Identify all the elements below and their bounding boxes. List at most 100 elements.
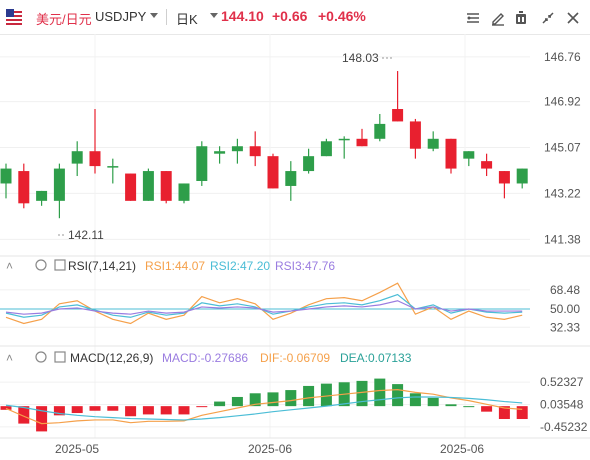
settings-icon[interactable] (35, 259, 47, 271)
macd-bar (249, 393, 261, 407)
indicator-icon[interactable] (54, 351, 66, 363)
macd-bar (303, 385, 315, 407)
timer-icon[interactable] (512, 9, 530, 27)
macd-line-dea (5, 396, 523, 421)
x-tick-label: 2025-06 (248, 442, 292, 456)
macd-bar (481, 406, 493, 412)
candle-body (196, 146, 208, 181)
macd-bar (267, 392, 279, 407)
macd-bar (160, 406, 172, 415)
price-tick-label: 141.38 (544, 232, 581, 246)
pair-chinese-name[interactable]: 美元/日元 (36, 12, 92, 27)
candle-body (267, 156, 279, 189)
rsi-header: ˄ RSI(7,14,21) RSI1:44.07 RSI2:47.20 RSI… (6, 259, 335, 273)
candle-body (320, 141, 332, 157)
macd-bar (18, 406, 30, 424)
price-axis: 146.76 146.92 145.07 143.22 141.38 (544, 50, 581, 246)
candle-body (374, 123, 386, 139)
us-flag-icon (6, 9, 22, 25)
macd-bar (516, 406, 528, 420)
divider (166, 9, 167, 25)
x-axis-labels: 2025-05 2025-06 2025-06 (55, 442, 484, 456)
macd-bar (392, 384, 404, 407)
dea-legend: DEA:0.07133 (340, 351, 412, 365)
macd-header: ˄ MACD(12,26,9) MACD:-0.27686 DIF:-0.067… (6, 351, 412, 365)
chevron-up-icon[interactable]: ˄ (6, 351, 13, 365)
macd-bar (285, 390, 297, 407)
rsi-line-rsi3 (5, 300, 523, 315)
candle-body (142, 171, 154, 201)
pair-dropdown-icon[interactable] (150, 13, 158, 18)
candle-body (231, 146, 243, 152)
rsi-axis: 68.48 50.00 32.33 (550, 283, 580, 334)
candle-body (409, 121, 421, 149)
candle-body (463, 151, 475, 159)
macd-tick-label: 0.03548 (540, 398, 584, 412)
macd-histogram[interactable] (0, 378, 528, 432)
macd-bar (178, 406, 190, 415)
macd-bar (445, 404, 457, 407)
indicator-toggle-icon[interactable] (464, 9, 482, 27)
macd-bar (409, 393, 421, 407)
draw-icon[interactable] (489, 9, 507, 27)
macd-bar (71, 406, 83, 414)
macd-bar (125, 406, 137, 417)
macd-bar (36, 406, 48, 432)
price-tick-label: 146.92 (544, 95, 581, 109)
price-tick-label: 146.76 (544, 50, 581, 64)
candle-body (427, 138, 439, 149)
macd-bar (89, 406, 101, 411)
candle-body (107, 166, 119, 168)
dif-legend: DIF:-0.06709 (260, 351, 330, 365)
candle-body (516, 168, 528, 184)
rsi1-legend: RSI1:44.07 (145, 259, 205, 273)
candlestick-series[interactable] (0, 71, 528, 219)
rsi2-legend: RSI2:47.20 (210, 259, 270, 273)
timeframe-dropdown-icon[interactable] (210, 13, 218, 18)
candle-body (338, 138, 350, 141)
timeframe-selector[interactable]: 日K (176, 12, 198, 27)
x-tick-label: 2025-05 (55, 442, 99, 456)
candle-body (71, 151, 83, 164)
rsi-series[interactable] (5, 282, 523, 325)
chart-area[interactable]: 146.76 146.92 145.07 143.22 141.38 148.03 14… (0, 34, 590, 460)
high-annotation: 148.03 (342, 51, 379, 65)
macd-bar (320, 383, 332, 407)
macd-lines[interactable] (5, 389, 523, 425)
candle-body (53, 168, 65, 201)
macd-legend: MACD:-0.27686 (162, 351, 248, 365)
candle-body (481, 161, 493, 169)
settings-icon[interactable] (35, 351, 47, 363)
candle-body (392, 109, 404, 122)
close-icon[interactable] (564, 9, 582, 27)
macd-bar (231, 396, 243, 407)
candle-body (445, 138, 457, 169)
candle-body (89, 151, 101, 167)
price-tick-label: 145.07 (544, 140, 581, 154)
candle-body (160, 171, 172, 201)
rsi-line-rsi2 (5, 293, 523, 318)
collapse-icon[interactable] (539, 9, 557, 27)
macd-bar (53, 406, 65, 416)
macd-bar (463, 406, 475, 408)
rsi3-legend: RSI3:47.76 (275, 259, 335, 273)
macd-bar (427, 397, 439, 407)
candle-body (249, 146, 261, 157)
macd-tick-label: -0.45232 (540, 420, 588, 434)
macd-bar (107, 406, 119, 411)
pair-code[interactable]: USDJPY (95, 9, 147, 24)
candle-body (178, 183, 190, 201)
candle-body (125, 173, 137, 201)
rsi-tick-label: 32.33 (550, 320, 580, 334)
candle-body (0, 168, 12, 184)
macd-bar (498, 406, 510, 420)
candle-body (214, 151, 226, 154)
candle-body (356, 138, 368, 147)
indicator-icon[interactable] (54, 259, 66, 271)
candle-body (36, 190, 48, 201)
header-bar: 美元/日元 USDJPY 日K 144.10 +0.66 +0.46% (0, 0, 590, 35)
low-annotation: 142.11 (68, 228, 104, 242)
chevron-up-icon[interactable]: ˄ (6, 259, 13, 273)
rsi-title: RSI(7,14,21) (68, 259, 136, 273)
macd-bar (0, 406, 12, 410)
